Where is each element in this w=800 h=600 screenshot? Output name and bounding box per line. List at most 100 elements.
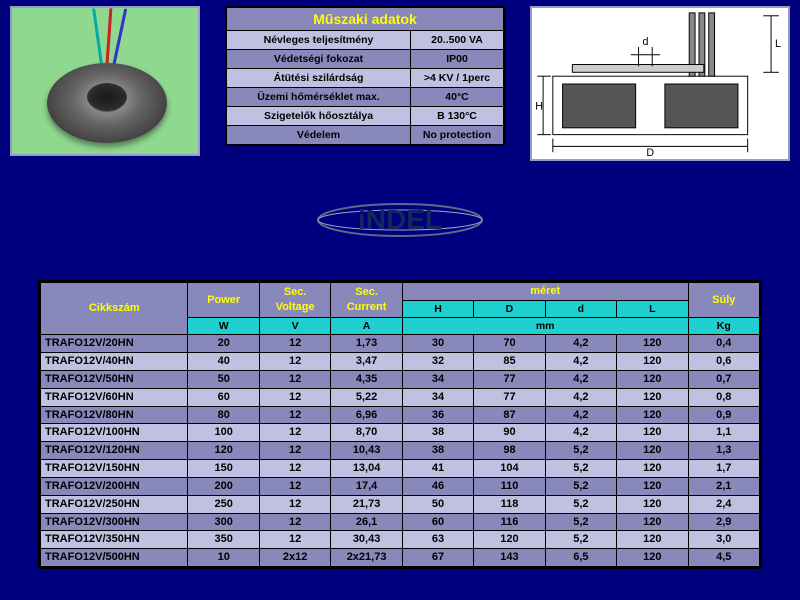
- table-row: TRAFO12V/20HN20121,7330704,21200,4: [41, 335, 760, 353]
- spec-label: Üzemi hőmérséklet max.: [227, 88, 411, 106]
- cell-voltage: 2x12: [259, 549, 330, 567]
- cell-current: 6,96: [331, 406, 402, 424]
- cell-voltage: 12: [259, 406, 330, 424]
- cell-D: 118: [474, 495, 545, 513]
- cell-D: 120: [474, 531, 545, 549]
- dim-D-label: D: [646, 147, 654, 159]
- table-row: TRAFO12V/80HN80126,9636874,21200,9: [41, 406, 760, 424]
- cell-voltage: 12: [259, 442, 330, 460]
- cell-power: 150: [188, 460, 259, 478]
- cell-L: 120: [617, 335, 688, 353]
- cell-H: 60: [402, 513, 473, 531]
- cell-L: 120: [617, 442, 688, 460]
- cell-current: 5,22: [331, 388, 402, 406]
- cell-voltage: 12: [259, 531, 330, 549]
- th-part: Cikkszám: [41, 283, 188, 335]
- dimension-diagram: d L H D: [530, 6, 790, 161]
- cell-power: 80: [188, 406, 259, 424]
- cell-D: 77: [474, 388, 545, 406]
- cell-current: 13,04: [331, 460, 402, 478]
- cell-part: TRAFO12V/100HN: [41, 424, 188, 442]
- cell-current: 4,35: [331, 370, 402, 388]
- table-row: TRAFO12V/300HN3001226,1601165,21202,9: [41, 513, 760, 531]
- toroidal-transformer: [47, 63, 167, 143]
- cell-weight: 2,1: [688, 477, 759, 495]
- cell-H: 30: [402, 335, 473, 353]
- cell-D: 70: [474, 335, 545, 353]
- table-row: TRAFO12V/200HN2001217,4461105,21202,1: [41, 477, 760, 495]
- cell-d: 5,2: [545, 442, 616, 460]
- cell-voltage: 12: [259, 460, 330, 478]
- table-row: TRAFO12V/60HN60125,2234774,21200,8: [41, 388, 760, 406]
- cell-weight: 1,1: [688, 424, 759, 442]
- cell-d: 5,2: [545, 477, 616, 495]
- cell-part: TRAFO12V/120HN: [41, 442, 188, 460]
- th-size: méret: [402, 283, 688, 301]
- spec-value: 20..500 VA: [411, 31, 503, 49]
- th-unit-W: W: [188, 318, 259, 335]
- cell-L: 120: [617, 549, 688, 567]
- cell-d: 4,2: [545, 388, 616, 406]
- table-row: TRAFO12V/120HN1201210,4338985,21201,3: [41, 442, 760, 460]
- cell-current: 2x21,73: [331, 549, 402, 567]
- cell-current: 10,43: [331, 442, 402, 460]
- cell-power: 200: [188, 477, 259, 495]
- cell-H: 38: [402, 424, 473, 442]
- spec-label: Névleges teljesítmény: [227, 31, 411, 49]
- cell-d: 5,2: [545, 513, 616, 531]
- cell-power: 10: [188, 549, 259, 567]
- cell-voltage: 12: [259, 477, 330, 495]
- table-row: TRAFO12V/100HN100128,7038904,21201,1: [41, 424, 760, 442]
- cell-power: 120: [188, 442, 259, 460]
- cell-d: 4,2: [545, 370, 616, 388]
- th-current: Sec.Current: [331, 283, 402, 318]
- cell-H: 34: [402, 370, 473, 388]
- dim-L-label: L: [775, 38, 781, 50]
- cell-part: TRAFO12V/150HN: [41, 460, 188, 478]
- cell-D: 110: [474, 477, 545, 495]
- cell-part: TRAFO12V/200HN: [41, 477, 188, 495]
- cell-voltage: 12: [259, 335, 330, 353]
- cell-d: 5,2: [545, 460, 616, 478]
- cell-part: TRAFO12V/250HN: [41, 495, 188, 513]
- cell-H: 50: [402, 495, 473, 513]
- table-row: TRAFO12V/250HN2501221,73501185,21202,4: [41, 495, 760, 513]
- cell-L: 120: [617, 495, 688, 513]
- cell-weight: 0,6: [688, 353, 759, 371]
- cell-weight: 0,9: [688, 406, 759, 424]
- cell-L: 120: [617, 424, 688, 442]
- cell-d: 6,5: [545, 549, 616, 567]
- th-unit-kg: Kg: [688, 318, 759, 335]
- th-unit-A: A: [331, 318, 402, 335]
- th-D: D: [474, 300, 545, 317]
- th-unit-V: V: [259, 318, 330, 335]
- cell-voltage: 12: [259, 513, 330, 531]
- cell-part: TRAFO12V/40HN: [41, 353, 188, 371]
- cell-power: 300: [188, 513, 259, 531]
- cell-d: 4,2: [545, 406, 616, 424]
- cell-weight: 4,5: [688, 549, 759, 567]
- cell-weight: 0,7: [688, 370, 759, 388]
- cell-d: 5,2: [545, 495, 616, 513]
- th-power: Power: [188, 283, 259, 318]
- cell-power: 40: [188, 353, 259, 371]
- spec-label: Védelem: [227, 126, 411, 144]
- cell-power: 350: [188, 531, 259, 549]
- dim-H-label: H: [535, 100, 543, 112]
- th-unit-mm: mm: [402, 318, 688, 335]
- cell-weight: 0,4: [688, 335, 759, 353]
- cell-current: 17,4: [331, 477, 402, 495]
- cell-current: 26,1: [331, 513, 402, 531]
- cell-power: 50: [188, 370, 259, 388]
- cell-L: 120: [617, 388, 688, 406]
- cell-H: 67: [402, 549, 473, 567]
- cell-part: TRAFO12V/20HN: [41, 335, 188, 353]
- cell-voltage: 12: [259, 424, 330, 442]
- cell-weight: 3,0: [688, 531, 759, 549]
- cell-D: 116: [474, 513, 545, 531]
- cell-current: 8,70: [331, 424, 402, 442]
- cell-H: 34: [402, 388, 473, 406]
- spec-label: Védetségi fokozat: [227, 50, 411, 68]
- cell-d: 4,2: [545, 353, 616, 371]
- cell-D: 77: [474, 370, 545, 388]
